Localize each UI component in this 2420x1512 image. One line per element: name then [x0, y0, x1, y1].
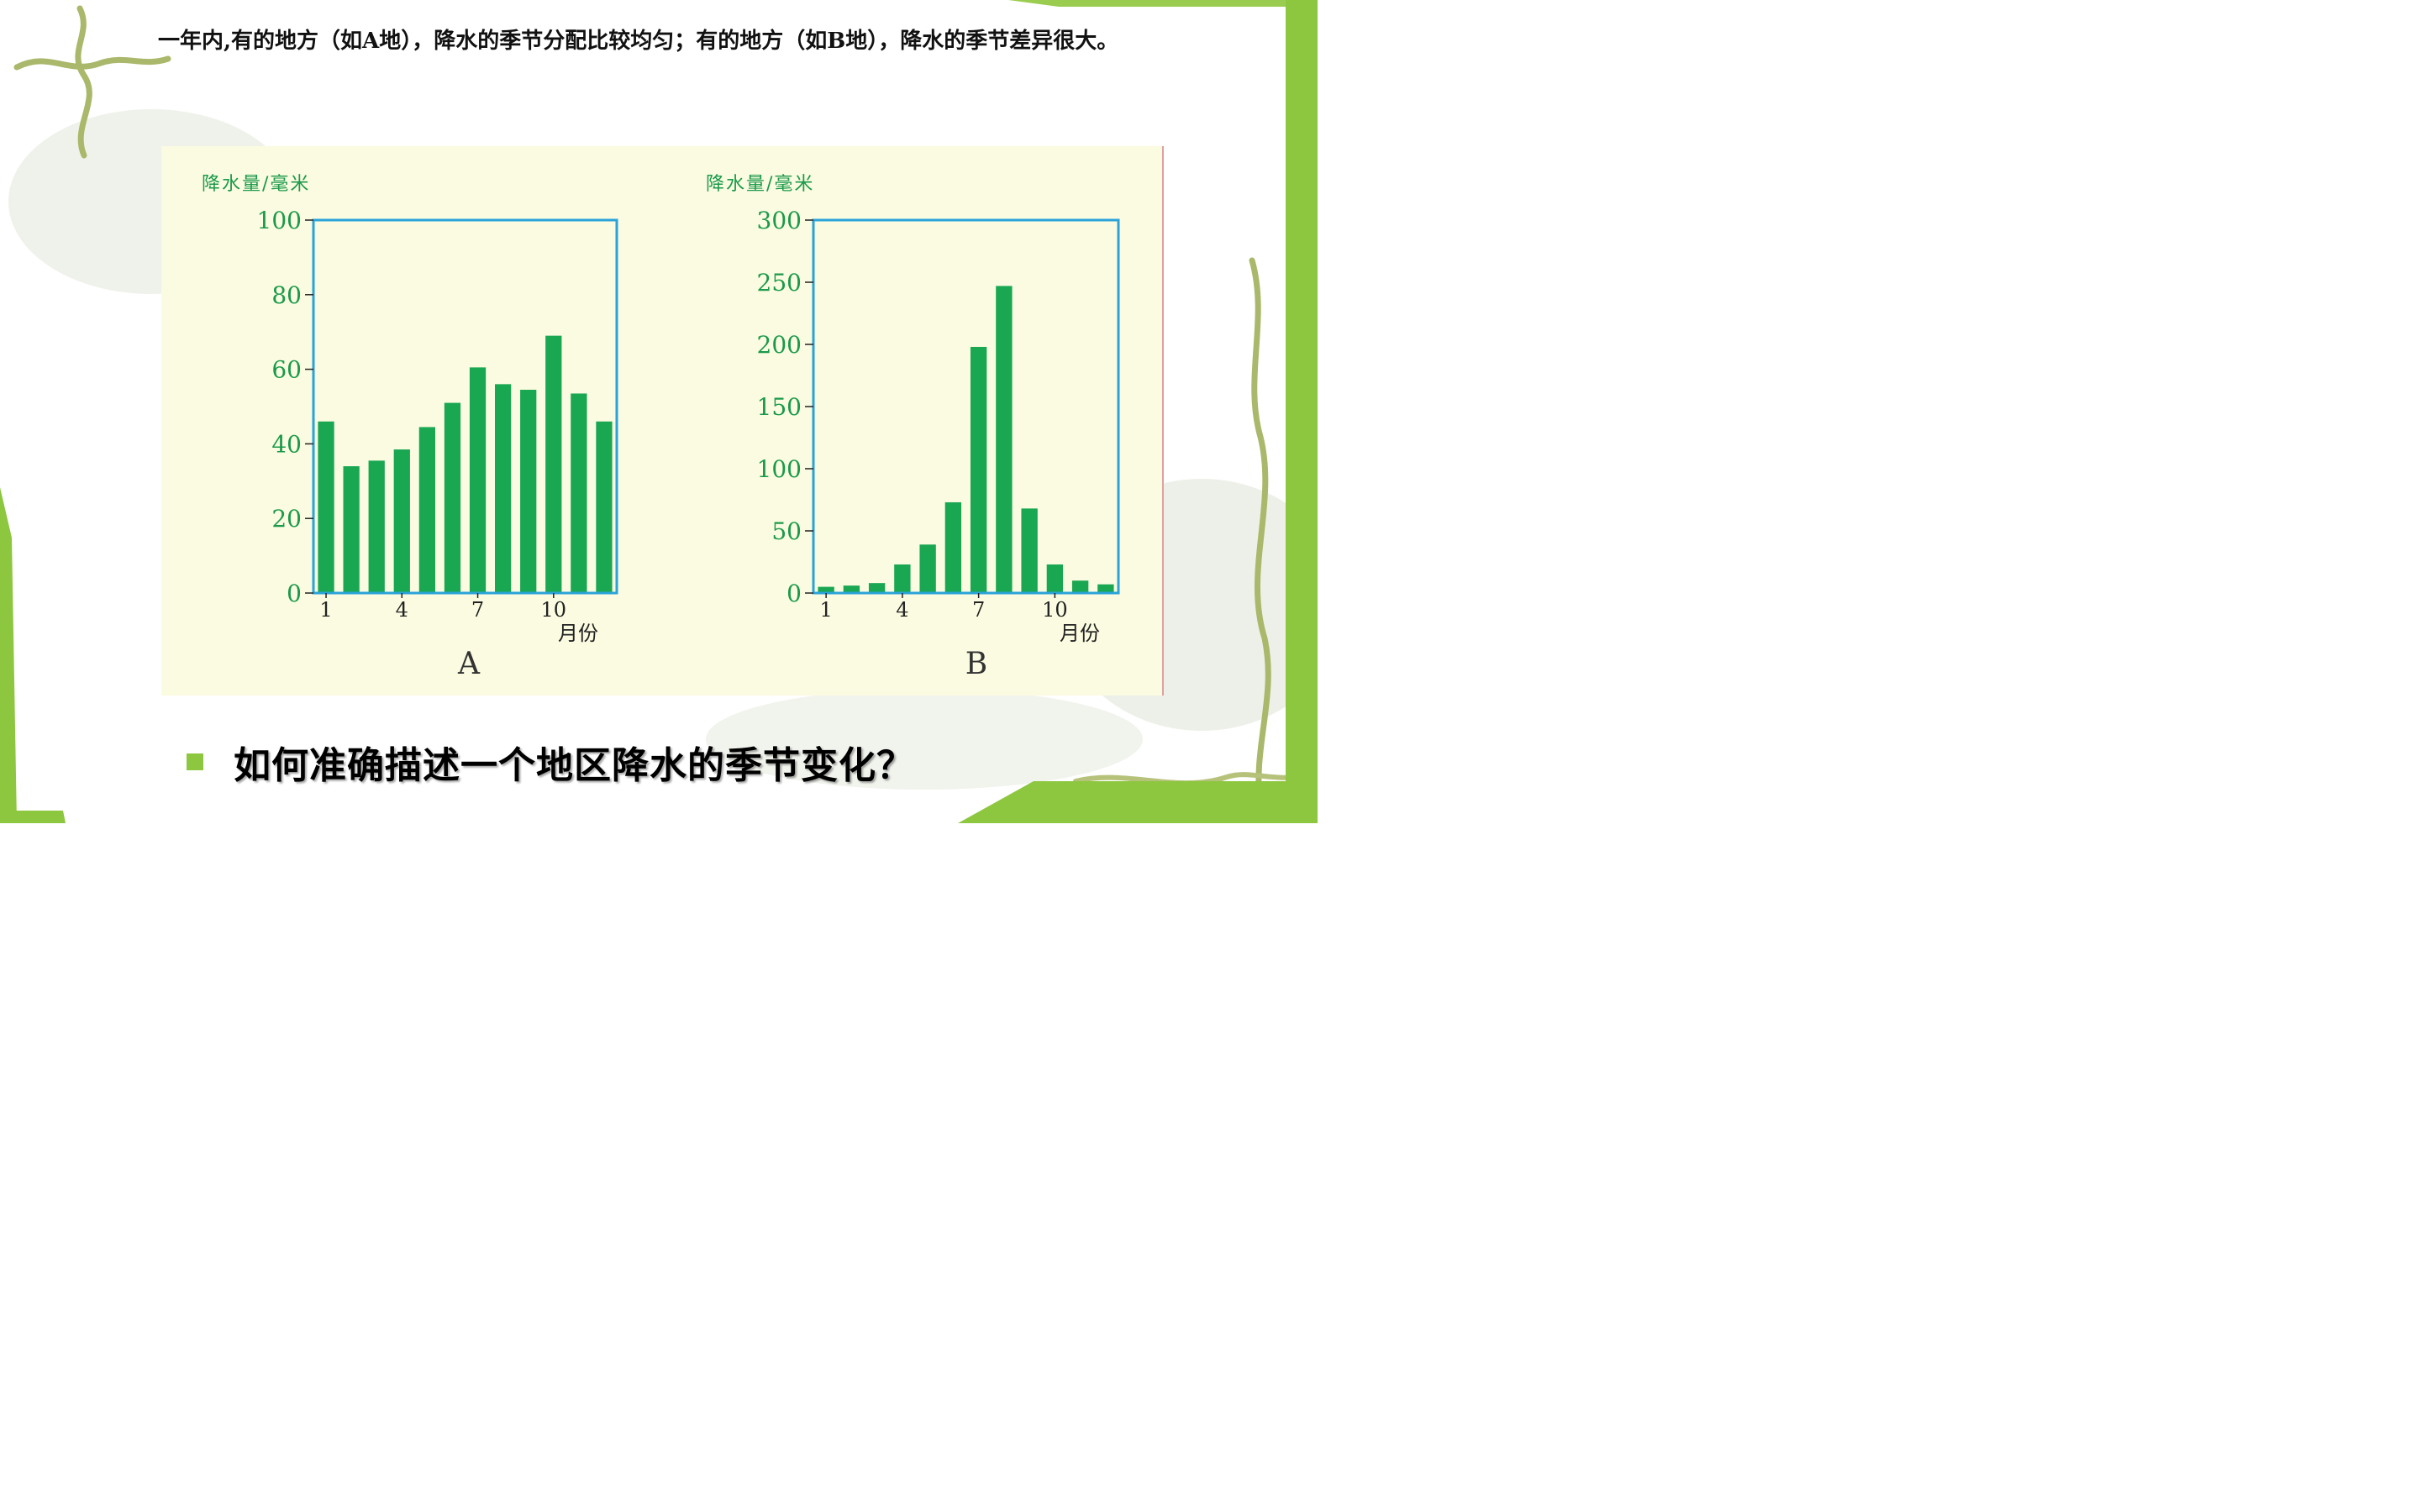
intro-text: 一年内,有的地方（如A地），降水的季节分配比较均匀；有的地方（如B地），降水的季… — [158, 29, 1119, 54]
chart-a-bar — [393, 449, 410, 593]
chart-b-ylabel: 降水量/毫米 — [706, 174, 814, 195]
chart-a-ytick-label: 80 — [271, 281, 302, 309]
chart-panel: 0 20 40 60 80 100 1 4 7 10 降水量/毫米月份 A 0 50 100 150 200 25… — [161, 146, 1164, 696]
chart-b-xtick-label: 10 — [1042, 598, 1068, 622]
chart-b-bar — [1097, 584, 1114, 593]
chart-b-ytick-label: 200 — [757, 331, 802, 359]
bullet-item: 如何准确描述一个地区降水的季节变化？ — [187, 732, 914, 791]
chart-b-ytick-label: 300 — [757, 207, 802, 234]
chart-a-ytick-label: 40 — [271, 430, 302, 458]
chart-a-bar — [545, 335, 562, 593]
chart-a-bar — [343, 466, 360, 593]
chart-a-bar — [469, 367, 487, 593]
chart-b-title: B — [965, 647, 987, 681]
chart-b-ytick-label: 100 — [757, 455, 802, 483]
slide: 一年内,有的地方（如A地），降水的季节分配比较均匀；有的地方（如B地），降水的季… — [0, 0, 1344, 823]
chart-b-ytick-label: 50 — [771, 517, 802, 545]
chart-a-bar — [318, 421, 334, 593]
chart-b-bar — [1071, 580, 1089, 593]
chart-a-title: A — [457, 647, 481, 681]
bullet-square-icon — [187, 753, 203, 770]
chart-a-ytick-label: 60 — [271, 356, 302, 384]
chart-a-bar — [494, 384, 512, 593]
chart-a-xtick-label: 10 — [541, 598, 567, 622]
chart-b-bar — [919, 544, 936, 593]
chart-b-ytick-label: 150 — [757, 393, 802, 421]
chart-a-bar — [418, 427, 436, 593]
chart-a-bar — [444, 402, 461, 593]
chart-a-ytick-label: 100 — [257, 207, 302, 234]
chart-b-bar — [996, 286, 1013, 593]
chart-a-bar — [520, 390, 537, 593]
chart-a-ytick-label: 20 — [271, 505, 302, 533]
chart-b-ytick-label: 250 — [757, 269, 802, 297]
question-text: 如何准确描述一个地区降水的季节变化？ — [234, 744, 914, 787]
chart-b-bar — [970, 346, 987, 593]
chart-b-xlabel: 月份 — [1060, 622, 1100, 645]
chart-a-bar — [596, 421, 613, 593]
chart-b-bar — [944, 501, 962, 593]
chart-b-bar — [868, 583, 886, 593]
chart-a-xtick-label: 1 — [319, 598, 332, 622]
chart-b-xtick-label: 7 — [972, 598, 985, 622]
chart-b-bar — [1021, 508, 1038, 593]
chart-b-bar — [818, 586, 834, 593]
chart-b-xtick-label: 1 — [819, 598, 832, 622]
chart-a-bar — [368, 460, 385, 593]
chart-b-bar — [843, 585, 860, 593]
chart-a-xtick-label: 7 — [471, 598, 484, 622]
chart-b-ytick-label: 0 — [786, 580, 802, 607]
chart-a-bar — [571, 393, 587, 593]
chart-a-xlabel: 月份 — [558, 622, 598, 645]
chart-a-xtick-label: 4 — [396, 598, 408, 622]
chart-a-frame — [312, 218, 618, 595]
chart-a-ytick-label: 0 — [287, 580, 302, 607]
chart-a-ylabel: 降水量/毫米 — [202, 174, 310, 195]
chart-b-bar — [1046, 564, 1064, 593]
chart-b-xtick-label: 4 — [896, 598, 908, 622]
chart-b-bar — [894, 564, 911, 593]
chart-b-frame — [812, 218, 1120, 595]
